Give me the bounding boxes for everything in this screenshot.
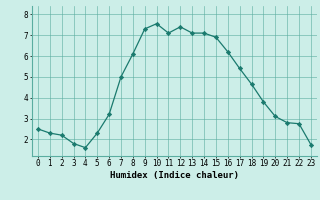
X-axis label: Humidex (Indice chaleur): Humidex (Indice chaleur): [110, 171, 239, 180]
